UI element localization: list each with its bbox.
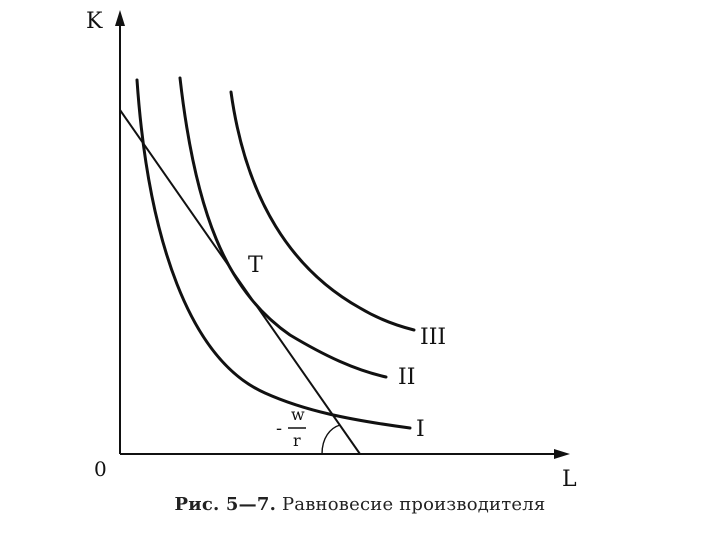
origin-label: 0: [94, 457, 107, 481]
isoquant-ii: [178, 76, 388, 379]
label-i: I: [416, 417, 425, 442]
y-axis-label: K: [86, 9, 103, 34]
figure-number: Рис. 5—7.: [174, 494, 277, 515]
label-iii: III: [420, 325, 446, 350]
figure-title: Равновесие производителя: [276, 494, 546, 515]
slope-angle-arc: [321, 424, 341, 455]
isocost-line: [119, 109, 361, 455]
y-axis-arrow: [115, 10, 125, 26]
x-axis-arrow: [554, 449, 570, 459]
slope-denominator: r: [293, 431, 301, 450]
label-ii: II: [398, 365, 415, 390]
isoquant-iii: [229, 90, 416, 332]
isoquant-i: [135, 78, 412, 430]
tangent-point-label: T: [248, 253, 263, 278]
slope-sign: -: [276, 418, 282, 439]
x-axis-label: L: [562, 467, 577, 492]
figure-caption: Рис. 5—7. Равновесие производителя: [0, 494, 720, 515]
slope-numerator: w: [291, 405, 305, 424]
